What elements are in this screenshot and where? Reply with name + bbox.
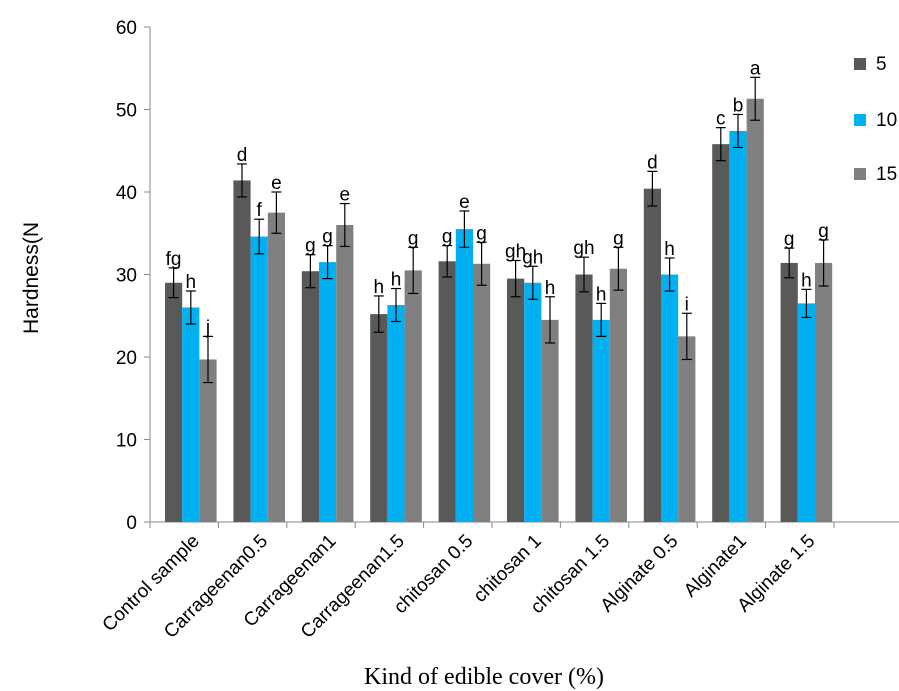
- significance-letter: a: [750, 58, 761, 79]
- significance-letter: g: [784, 229, 795, 250]
- significance-letter: c: [716, 109, 726, 130]
- significance-letter: gh: [573, 238, 594, 259]
- significance-letter: h: [664, 239, 675, 260]
- significance-letter: g: [408, 228, 419, 249]
- bar: [541, 319, 559, 522]
- significance-letter: b: [733, 95, 744, 116]
- bar: [643, 188, 661, 522]
- significance-letter: e: [271, 173, 282, 194]
- significance-letter: g: [322, 227, 333, 248]
- bar-group: fgh j: [165, 249, 217, 522]
- significance-letter: gh: [522, 247, 543, 268]
- significance-letter: h: [186, 272, 197, 293]
- x-tick-label: Alginate1: [680, 531, 751, 602]
- bar: [746, 98, 764, 523]
- bar: [404, 270, 422, 522]
- significance-letter: h: [374, 277, 385, 298]
- legend: 5 10 15: [854, 54, 897, 185]
- bar: [182, 307, 200, 522]
- significance-letter: h: [391, 270, 402, 291]
- legend-label: 5: [876, 54, 887, 75]
- y-tick-label: 20: [116, 348, 137, 369]
- bar-group: geg: [438, 192, 491, 522]
- bar: [815, 262, 833, 522]
- bar: [592, 319, 610, 522]
- bar: [661, 274, 679, 522]
- bar-group: d fe: [233, 145, 285, 523]
- bar: [678, 336, 696, 522]
- bar: [250, 236, 268, 523]
- bar-group: cba: [712, 58, 764, 523]
- significance-letter: g: [613, 228, 624, 249]
- bar: [455, 229, 473, 522]
- significance-letter: g: [442, 227, 453, 248]
- bar: [609, 268, 627, 522]
- legend-label: 10: [876, 110, 897, 131]
- bar: [473, 263, 491, 522]
- significance-letter: fg: [166, 249, 182, 270]
- bar: [301, 271, 319, 522]
- y-tick-label: 0: [126, 513, 137, 534]
- significance-letter: i: [685, 294, 689, 315]
- bar: [199, 359, 217, 522]
- bar: [507, 278, 525, 522]
- significance-letter: h: [545, 278, 556, 299]
- significance-letter: e: [459, 192, 470, 213]
- bar: [797, 303, 815, 522]
- bar-group: gh h g: [573, 228, 627, 522]
- x-axis-label: Kind of edible cover (%): [364, 664, 604, 690]
- significance-letter: d: [647, 152, 658, 173]
- y-tick-label: 40: [116, 183, 137, 204]
- significance-letter: f: [257, 200, 263, 221]
- y-tick-label: 30: [116, 266, 137, 287]
- bar: [575, 274, 593, 522]
- legend-swatch: [854, 168, 866, 180]
- bar: [233, 180, 251, 522]
- bar: [712, 144, 730, 522]
- significance-letter: g: [818, 221, 829, 242]
- significance-letter: d: [237, 145, 248, 166]
- bar: [438, 261, 456, 522]
- significance-letter: g: [305, 236, 316, 257]
- bar: [780, 262, 798, 522]
- y-tick-label: 60: [116, 18, 137, 39]
- bar: [524, 282, 542, 522]
- bar: [165, 282, 183, 522]
- legend-item: 10: [854, 110, 897, 131]
- y-tick-label: 50: [116, 101, 137, 122]
- x-tick-labels: Control sampleCarrageenan0.5Carrageenan1…: [99, 531, 820, 643]
- bar: [267, 212, 285, 522]
- significance-letter: h: [596, 284, 607, 305]
- legend-swatch: [854, 114, 866, 126]
- bar: [370, 314, 388, 522]
- legend-item: 15: [854, 164, 897, 185]
- legend-item: 5: [854, 54, 887, 75]
- significance-letter: j: [205, 317, 210, 338]
- bar-group: d h i: [643, 152, 696, 522]
- significance-letter: h: [801, 270, 812, 291]
- significance-letter: g: [476, 223, 487, 244]
- bar: [729, 130, 747, 522]
- y-tick-label: 10: [116, 431, 137, 452]
- bar-group: h hg: [370, 228, 422, 522]
- bar: [319, 262, 337, 522]
- significance-letter: gh: [505, 241, 526, 262]
- y-axis-label: Hardness(N: [20, 222, 43, 334]
- bar-group: g ge: [301, 185, 354, 522]
- bar: [387, 305, 405, 522]
- significance-letter: e: [340, 185, 351, 206]
- legend-label: 15: [876, 164, 897, 185]
- bar-group: ghg: [780, 221, 833, 522]
- legend-swatch: [854, 58, 866, 70]
- bar: [336, 225, 354, 522]
